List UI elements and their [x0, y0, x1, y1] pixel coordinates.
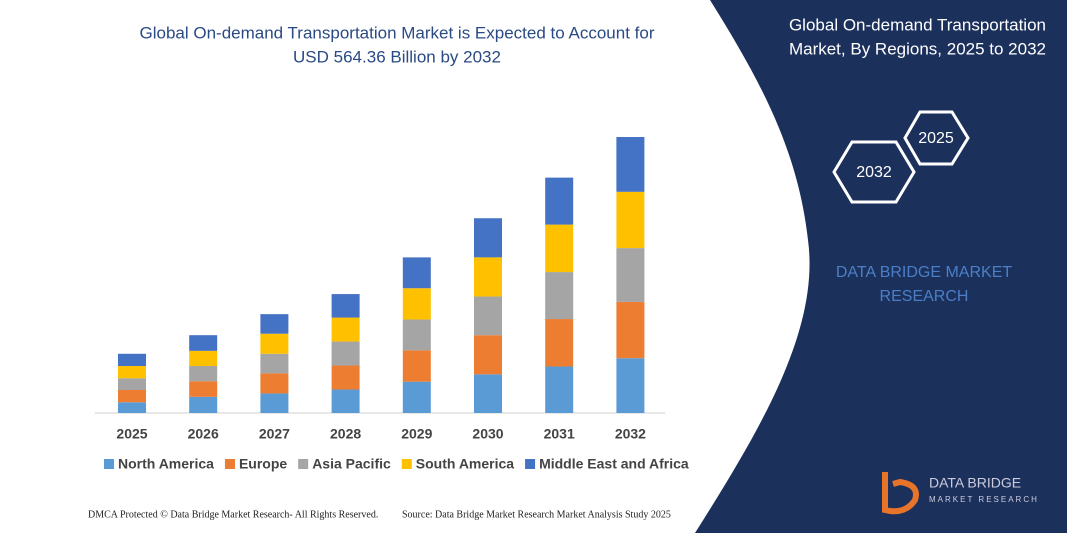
- hexagon: [832, 140, 916, 204]
- x-tick-label: 2031: [544, 426, 575, 442]
- legend: North America Europe Asia Pacific South Ame…: [104, 456, 689, 472]
- bar-segment: [474, 296, 502, 336]
- legend-label: South America: [416, 456, 514, 472]
- x-tick-label: 2030: [472, 426, 503, 442]
- bar-segment: [402, 350, 431, 382]
- bar-segment: [118, 402, 146, 413]
- logo-mark: [882, 472, 919, 515]
- bar-segment: [331, 389, 360, 413]
- bar-segment: [616, 301, 645, 359]
- x-tick-label: 2032: [615, 426, 646, 442]
- hexagon-label: 2032: [856, 164, 892, 181]
- footer-right: Source: Data Bridge Market Research Mark…: [402, 509, 671, 520]
- legend-label: Asia Pacific: [312, 456, 391, 472]
- logo-text: MARKET RESEARCH: [929, 495, 1039, 504]
- legend-label: Middle East and Africa: [539, 456, 689, 472]
- hexagon: [903, 110, 970, 166]
- brand-text: DATA BRIDGE MARKET: [836, 264, 1013, 281]
- bar-segment: [260, 393, 289, 413]
- bar-segment: [616, 137, 645, 192]
- bar-segment: [260, 353, 289, 374]
- footer-left: DMCA Protected © Data Bridge Market Rese…: [88, 509, 378, 520]
- legend-swatch: [224, 459, 235, 469]
- bar-segment: [545, 366, 574, 413]
- bar-segment: [189, 350, 218, 367]
- bar-segment: [402, 319, 431, 351]
- chart-title: Global On-demand Transportation Market i…: [140, 23, 655, 42]
- bar-segment: [545, 224, 574, 273]
- bar-segment: [331, 317, 360, 342]
- bar-segment: [260, 333, 289, 354]
- bar-segment: [474, 218, 502, 258]
- x-tick-label: 2028: [330, 426, 361, 442]
- chart-title: USD 564.36 Billion by 2032: [293, 47, 501, 66]
- bar-segment: [545, 319, 574, 367]
- legend-swatch: [401, 459, 412, 469]
- bar-segment: [189, 335, 218, 351]
- bar-segment: [331, 341, 360, 366]
- bars: 2025 2026 2027 2028 2029 2030 2031 2032: [116, 137, 646, 442]
- bar-segment: [474, 374, 502, 413]
- bar-segment: [402, 288, 431, 320]
- bar-segment: [616, 191, 645, 249]
- bar-segment: [331, 365, 360, 390]
- bar-segment: [118, 366, 146, 379]
- legend-swatch: [104, 459, 114, 469]
- bar-segment: [118, 353, 146, 367]
- bar-segment: [545, 272, 574, 320]
- legend-label: North America: [118, 456, 214, 472]
- bar-segment: [260, 314, 289, 334]
- side-panel: [695, 0, 1067, 533]
- x-tick-label: 2025: [116, 426, 147, 442]
- legend-swatch: [525, 459, 536, 469]
- bar-segment: [616, 358, 645, 413]
- x-tick-label: 2027: [259, 426, 290, 442]
- bar-segment: [474, 257, 502, 297]
- bar-segment: [616, 248, 645, 302]
- panel-title: Global On-demand Transportation: [789, 15, 1046, 34]
- bar-segment: [402, 381, 431, 413]
- legend-label: Europe: [239, 456, 287, 472]
- bar-segment: [118, 390, 146, 403]
- bar-segment: [402, 257, 431, 289]
- x-tick-label: 2029: [401, 426, 432, 442]
- bar-segment: [331, 294, 360, 318]
- bar-segment: [474, 335, 502, 375]
- bar-segment: [118, 378, 146, 390]
- panel-title: Market, By Regions, 2025 to 2032: [789, 39, 1046, 58]
- logo: DATA BRIDGE MARKET RESEARCH: [882, 472, 1039, 515]
- x-tick-label: 2026: [188, 426, 219, 442]
- hexagon-label: 2025: [918, 130, 954, 147]
- logo-text: DATA BRIDGE: [929, 475, 1021, 491]
- bar-segment: [189, 366, 218, 382]
- bar-segment: [260, 373, 289, 394]
- bar-segment: [189, 381, 218, 397]
- brand-text: RESEARCH: [880, 288, 969, 305]
- bar-segment: [189, 396, 218, 413]
- legend-swatch: [298, 459, 309, 469]
- bar-segment: [545, 177, 574, 225]
